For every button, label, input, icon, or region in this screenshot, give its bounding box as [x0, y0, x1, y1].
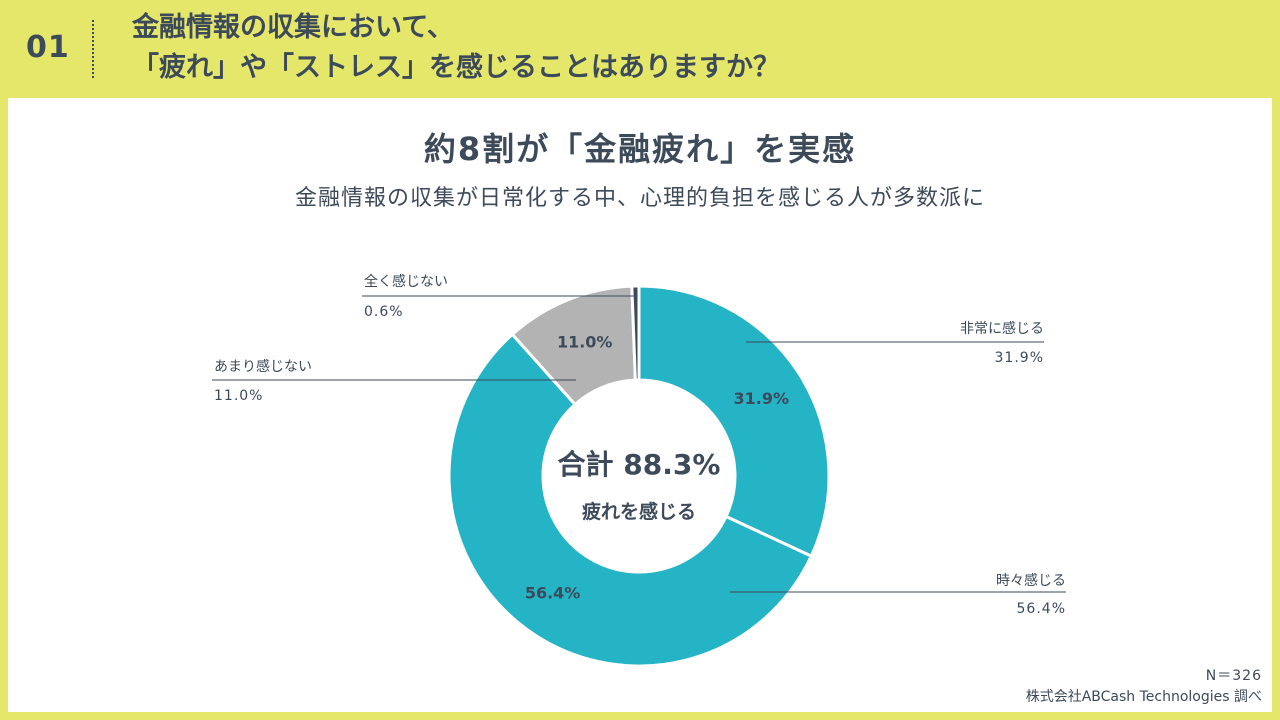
center-caption: 疲れを感じる	[582, 500, 696, 523]
callout-value-very-much: 31.9%	[995, 350, 1044, 366]
callout-category-not-much: あまり感じない	[214, 358, 312, 375]
donut-slice-very-much	[637, 284, 831, 559]
question-title-line1: 金融情報の収集において、	[132, 12, 454, 43]
sample-size: N＝326	[1205, 668, 1262, 684]
callout-category-sometimes: 時々感じる	[996, 572, 1066, 589]
header-divider	[92, 20, 94, 78]
callout-category-not-at-all: 全く感じない	[364, 273, 448, 290]
question-title-line2: 「疲れ」や「ストレス」を感じることはありますか？	[132, 52, 780, 83]
header: 01 金融情報の収集において、 「疲れ」や「ストレス」を感じることはありますか？	[0, 0, 1280, 98]
slice-value-label-very-much: 31.9%	[734, 389, 790, 408]
slice-value-label-not-much: 11.0%	[557, 333, 613, 352]
source-credit: 株式会社ABCash Technologies 調べ	[1025, 689, 1262, 705]
callout-category-very-much: 非常に感じる	[960, 320, 1044, 337]
donut-slice-sometimes	[447, 332, 814, 668]
subheadline: 金融情報の収集が日常化する中、心理的負担を感じる人が多数派に	[294, 186, 985, 211]
slice-value-label-sometimes: 56.4%	[525, 583, 581, 602]
callout-value-not-much: 11.0%	[214, 388, 263, 404]
center-total-value: 合計 88.3%	[558, 448, 721, 481]
callout-value-not-at-all: 0.6%	[364, 304, 404, 320]
donut-slice-not-at-all	[630, 284, 641, 382]
question-number: 01	[26, 30, 70, 65]
headline: 約8割が「金融疲れ」を実感	[423, 130, 857, 168]
question-title: 金融情報の収集において、 「疲れ」や「ストレス」を感じることはありますか？	[132, 8, 780, 88]
callout-value-sometimes: 56.4%	[1017, 601, 1066, 617]
